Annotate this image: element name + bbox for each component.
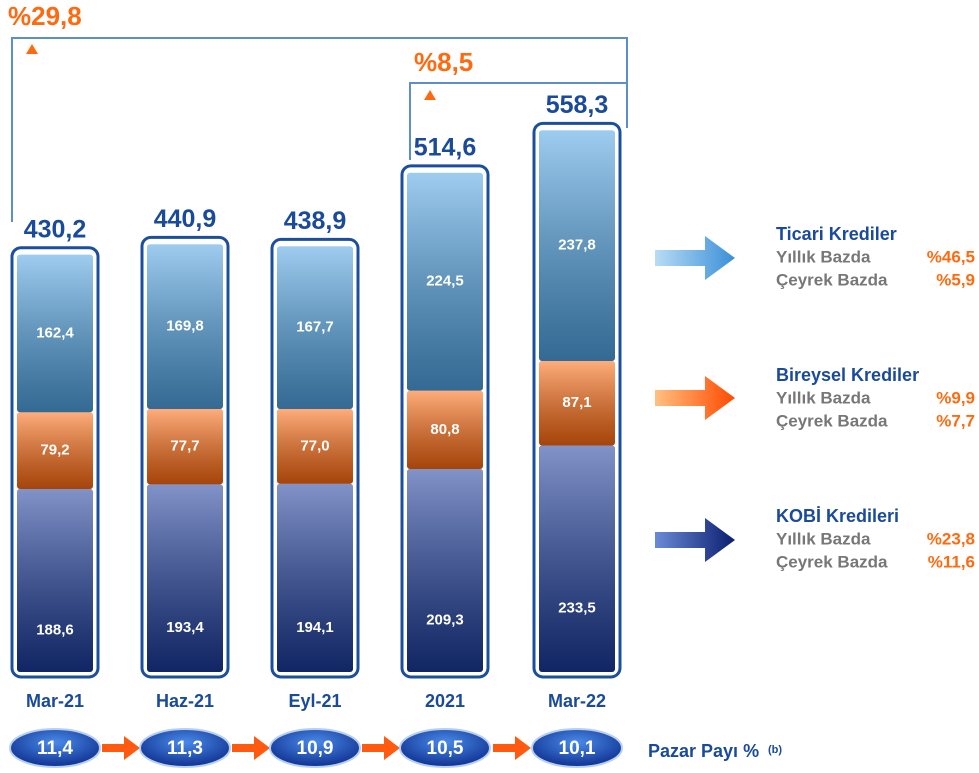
- legend-annual-label: Yıllık Bazda: [776, 388, 871, 407]
- segment-shade: [407, 468, 483, 672]
- market-share-label: 10,1: [559, 738, 596, 759]
- data-label: 162,4: [36, 324, 74, 341]
- segment-shade: [147, 409, 223, 485]
- up-triangle: [424, 90, 436, 100]
- market-share-oval: [9, 728, 101, 768]
- market-share-note: (b): [768, 744, 782, 756]
- segment-shade: [277, 409, 353, 484]
- data-label: 80,8: [430, 421, 459, 438]
- share-arrow: [493, 736, 531, 760]
- up-triangle: [26, 44, 38, 54]
- data-label: 77,0: [300, 437, 329, 454]
- market-share-label: 10,9: [297, 738, 334, 759]
- total-label: 430,2: [24, 215, 87, 243]
- segment-shade: [539, 361, 615, 446]
- market-share-label: 11,4: [37, 738, 73, 759]
- share-arrow: [362, 736, 400, 760]
- category-label: 2021: [425, 691, 465, 711]
- category-label: Mar-21: [26, 691, 84, 711]
- share-arrow: [232, 736, 270, 760]
- segment-shade: [17, 254, 93, 413]
- total-label: 514,6: [414, 133, 477, 161]
- data-label: 209,3: [426, 611, 464, 628]
- total-label: 558,3: [546, 91, 609, 119]
- data-label: 224,5: [426, 273, 464, 290]
- growth-label: %8,5: [414, 47, 473, 77]
- data-label: 167,7: [296, 319, 334, 336]
- segment-shade: [147, 244, 223, 410]
- market-share-label: 11,3: [167, 738, 203, 759]
- legend-title: Ticari Krediler: [776, 224, 897, 244]
- segment-shade: [17, 412, 93, 490]
- segment-shade: [17, 489, 93, 672]
- market-share-oval: [139, 728, 231, 768]
- legend-quarterly-value: %7,7: [936, 411, 975, 430]
- legend-annual-value: %23,8: [927, 529, 975, 548]
- segment-shade: [539, 445, 615, 672]
- total-label: 440,9: [154, 205, 217, 233]
- segment-shade: [277, 483, 353, 672]
- legend-quarterly-label: Çeyrek Bazda: [776, 552, 888, 571]
- category-label: Eyl-21: [288, 691, 341, 711]
- data-label: 237,8: [558, 237, 596, 254]
- segment-shade: [407, 390, 483, 469]
- segment-shade: [147, 484, 223, 672]
- legend-title: KOBİ Kredileri: [776, 506, 899, 526]
- data-label: 193,4: [166, 619, 204, 636]
- data-label: 188,6: [36, 621, 74, 638]
- legend-annual-value: %9,9: [936, 388, 975, 407]
- data-label: 79,2: [40, 442, 69, 459]
- legend-annual-label: Yıllık Bazda: [776, 247, 871, 266]
- category-label: Mar-22: [548, 691, 606, 711]
- category-label: Haz-21: [156, 691, 214, 711]
- growth-brackets: [11, 37, 628, 222]
- legend-quarterly-value: %11,6: [928, 552, 975, 571]
- segment-shade: [539, 130, 615, 362]
- data-label: 87,1: [562, 394, 591, 411]
- legend-title: Bireysel Krediler: [776, 365, 919, 385]
- segment-shade: [277, 246, 353, 410]
- total-label: 438,9: [284, 207, 347, 235]
- growth-label: %29,8: [8, 1, 82, 31]
- market-share-label: 10,5: [427, 738, 464, 759]
- data-label: 233,5: [558, 600, 596, 617]
- legend-quarterly-label: Çeyrek Bazda: [776, 270, 888, 289]
- legend-annual-value: %46,5: [927, 247, 975, 266]
- data-label: 77,7: [170, 438, 199, 455]
- market-share-oval: [399, 728, 491, 768]
- data-label: 169,8: [166, 318, 204, 335]
- legend-annual-label: Yıllık Bazda: [776, 529, 871, 548]
- share-arrow: [102, 736, 140, 760]
- market-share-oval: [269, 728, 361, 768]
- market-share-title: Pazar Payı %: [648, 741, 759, 761]
- legend-quarterly-label: Çeyrek Bazda: [776, 411, 888, 430]
- market-share-oval: [531, 728, 623, 768]
- legend-arrows: [655, 236, 735, 562]
- data-label: 194,1: [296, 619, 334, 636]
- legend-quarterly-value: %5,9: [936, 270, 975, 289]
- segment-shade: [407, 172, 483, 391]
